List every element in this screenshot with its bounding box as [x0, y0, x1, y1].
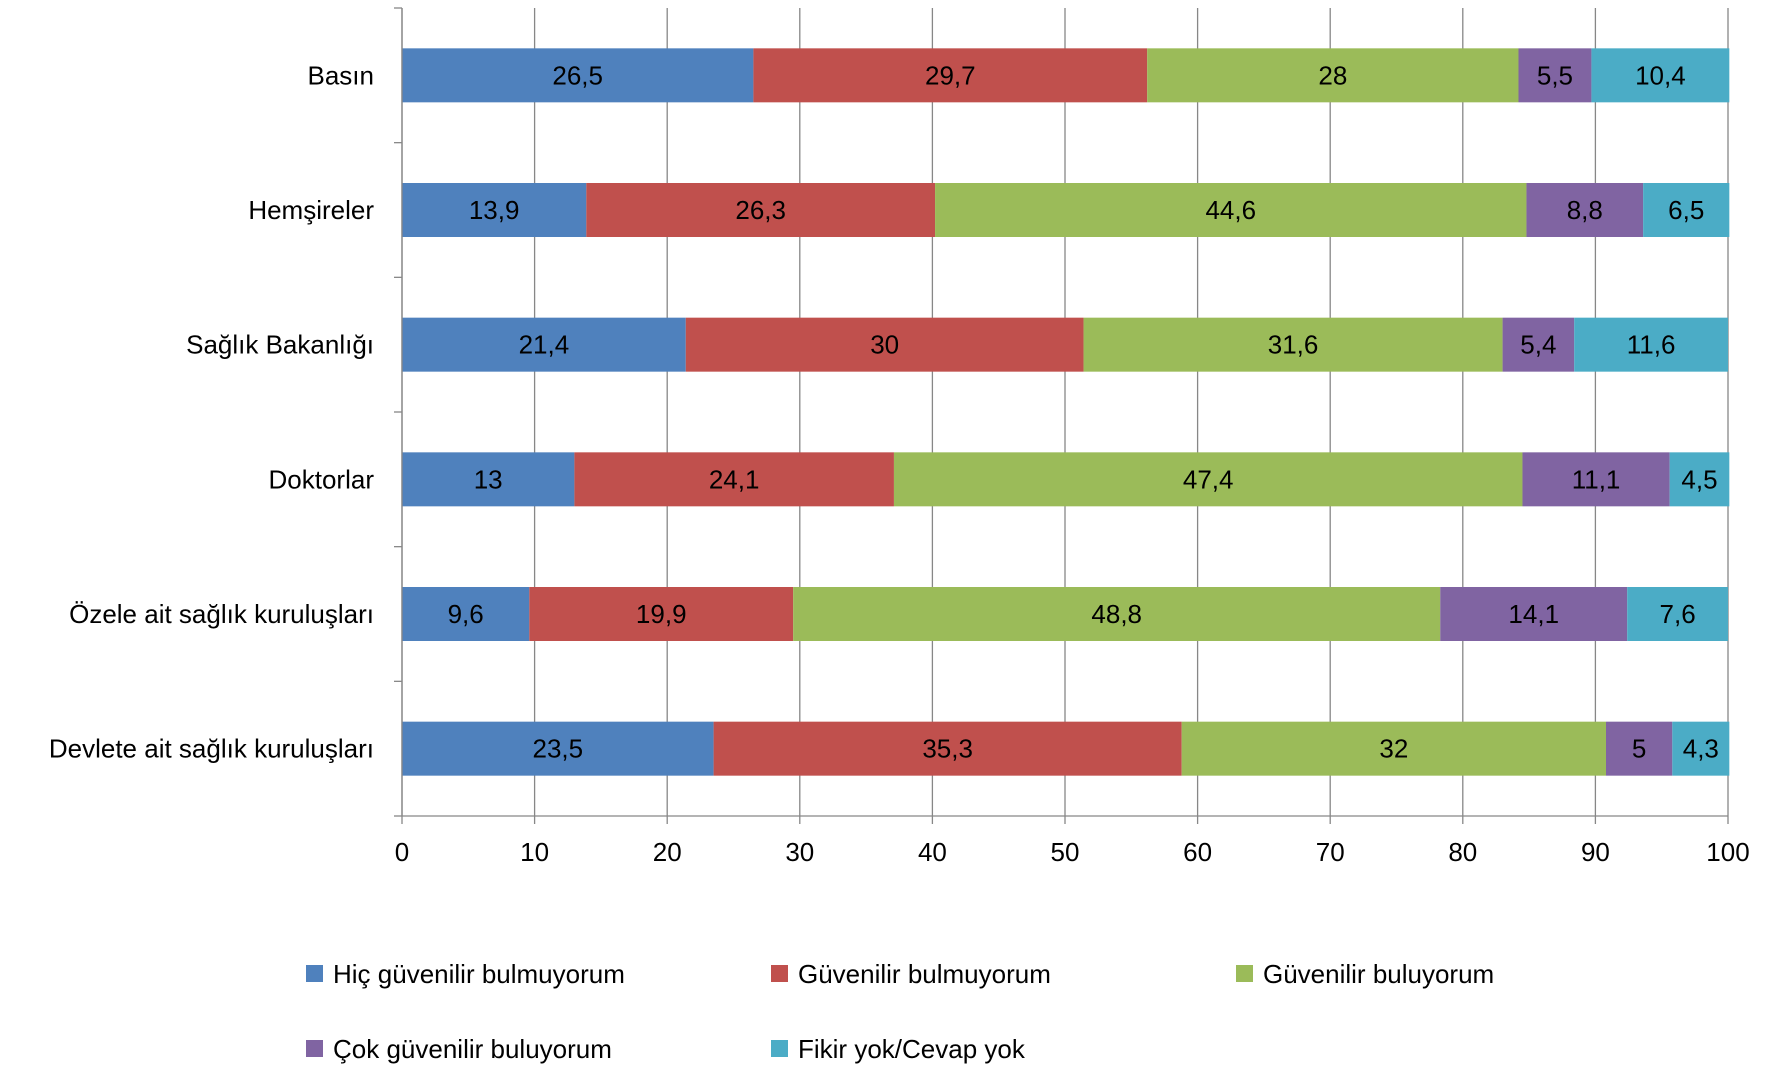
data-label: 13 — [474, 464, 503, 494]
x-tick-label: 10 — [520, 837, 549, 867]
data-label: 48,8 — [1091, 599, 1142, 629]
data-label: 47,4 — [1183, 464, 1234, 494]
axes: Basın Hemşireler Sağlık Bakanlığı Doktorlar… — [49, 7, 1750, 867]
legend-label: Güvenilir buluyorum — [1263, 959, 1494, 989]
bar-segment — [1574, 317, 1728, 372]
bar-segment — [1669, 452, 1730, 507]
bar-segment — [753, 48, 1148, 103]
data-label: 11,1 — [1572, 464, 1621, 494]
bar-segment — [402, 721, 714, 776]
data-label: 13,9 — [469, 195, 520, 225]
data-label: 9,6 — [448, 599, 484, 629]
data-label: 4,5 — [1681, 464, 1717, 494]
legend: Hiç güvenilir bulmuyorum Güvenilir bulmuy… — [306, 959, 1494, 1064]
data-label: 14,1 — [1508, 599, 1559, 629]
x-tick-label: 20 — [653, 837, 682, 867]
bar-segment — [574, 452, 894, 507]
category-label: Basın — [308, 60, 375, 90]
legend-swatch — [771, 965, 788, 982]
data-label: 5 — [1632, 734, 1646, 764]
data-label: 24,1 — [709, 464, 760, 494]
data-label: 26,3 — [735, 195, 786, 225]
bar-segment — [586, 183, 936, 237]
bar-segment — [529, 587, 794, 641]
category-label: Devlete ait sağlık kuruluşları — [49, 734, 374, 764]
legend-label: Fikir yok/Cevap yok — [798, 1034, 1026, 1064]
data-label: 4,3 — [1683, 734, 1719, 764]
bar-segment — [685, 317, 1084, 372]
legend-label: Güvenilir bulmuyorum — [798, 959, 1051, 989]
bar-segment — [402, 48, 754, 103]
data-label: 31,6 — [1268, 330, 1319, 360]
category-label: Sağlık Bakanlığı — [186, 330, 374, 360]
bar-segment — [935, 183, 1527, 237]
bar-segment — [402, 183, 587, 237]
data-label: 23,5 — [533, 734, 584, 764]
data-label: 28 — [1318, 60, 1347, 90]
legend-label: Çok güvenilir buluyorum — [333, 1034, 612, 1064]
data-label: 11,6 — [1627, 330, 1676, 360]
legend-swatch — [771, 1040, 788, 1057]
data-label: 32 — [1379, 734, 1408, 764]
bar-segment — [713, 721, 1182, 776]
data-label: 21,4 — [519, 330, 570, 360]
data-label: 5,4 — [1520, 330, 1556, 360]
bar-segment — [1440, 587, 1628, 641]
legend-swatch — [306, 1040, 323, 1057]
x-tick-label: 80 — [1448, 837, 1477, 867]
bar-segment — [1147, 48, 1519, 103]
bar-segment — [793, 587, 1441, 641]
x-tick-label: 60 — [1183, 837, 1212, 867]
x-tick-label: 30 — [785, 837, 814, 867]
category-label: Doktorlar — [269, 464, 375, 494]
x-tick-label: 50 — [1051, 837, 1080, 867]
x-tick-label: 100 — [1706, 837, 1749, 867]
data-label: 10,4 — [1635, 60, 1686, 90]
bar-segment — [1627, 587, 1728, 641]
x-tick-label: 90 — [1581, 837, 1610, 867]
bar-segment — [402, 587, 530, 641]
bar-segment — [1672, 721, 1730, 776]
data-label: 8,8 — [1567, 195, 1603, 225]
bar-segment — [1083, 317, 1503, 372]
data-label: 44,6 — [1205, 195, 1256, 225]
bar-segment — [1643, 183, 1730, 237]
category-label: Hemşireler — [248, 195, 374, 225]
bar-segment — [1181, 721, 1607, 776]
legend-swatch — [1236, 965, 1253, 982]
data-label: 30 — [870, 330, 899, 360]
gridlines — [401, 8, 1729, 816]
category-label: Özele ait sağlık kuruluşları — [69, 599, 374, 629]
bar-segment — [402, 317, 686, 372]
bar-segment — [1591, 48, 1730, 103]
bar-segment — [893, 452, 1523, 507]
x-tick-label: 0 — [395, 837, 409, 867]
legend-label: Hiç güvenilir bulmuyorum — [333, 959, 625, 989]
bar-segment — [1522, 452, 1670, 507]
data-label: 26,5 — [552, 60, 603, 90]
bar-segment — [402, 452, 575, 507]
x-tick-label: 70 — [1316, 837, 1345, 867]
x-tick-label: 40 — [918, 837, 947, 867]
data-label: 35,3 — [922, 734, 973, 764]
data-label: 19,9 — [636, 599, 687, 629]
bar-segment — [1526, 183, 1644, 237]
data-label: 6,5 — [1668, 195, 1704, 225]
legend-swatch — [306, 965, 323, 982]
data-label: 5,5 — [1537, 60, 1573, 90]
bars: 26,5 29,7 28 5,5 10,4 13,9 26,3 44,6 8,8 6,5 21,4 3… — [402, 48, 1730, 776]
bar-segment — [1606, 721, 1673, 776]
data-label: 7,6 — [1660, 599, 1696, 629]
bar-segment — [1502, 317, 1575, 372]
bar-segment — [1518, 48, 1592, 103]
data-label: 29,7 — [925, 60, 976, 90]
